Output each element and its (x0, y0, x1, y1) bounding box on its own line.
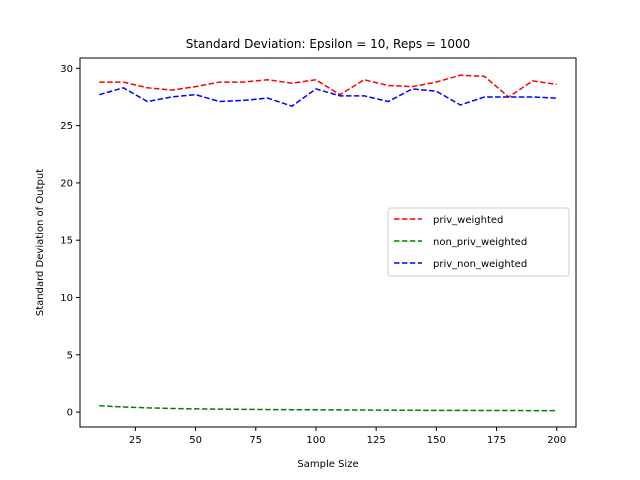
y-tick-label: 25 (60, 121, 73, 132)
x-axis-label: Sample Size (297, 459, 358, 470)
x-tick-label: 150 (427, 435, 446, 446)
y-tick-label: 0 (67, 408, 73, 419)
y-tick-label: 20 (60, 178, 73, 189)
legend-label: priv_non_weighted (433, 259, 527, 270)
y-tick-label: 10 (60, 293, 73, 304)
y-tick-label: 15 (60, 236, 73, 247)
plot-frame (79, 57, 577, 428)
x-tick-label: 100 (306, 435, 325, 446)
x-tick-label: 75 (249, 435, 262, 446)
legend: priv_weighted non_priv_weighted priv_non_w… (387, 207, 570, 277)
y-tick-label: 5 (67, 350, 73, 361)
legend-label: non_priv_weighted (433, 237, 527, 248)
x-tick-label: 50 (189, 435, 202, 446)
legend-box (387, 207, 570, 277)
chart-title: Standard Deviation: Epsilon = 10, Reps =… (186, 37, 471, 51)
x-tick-label: 175 (487, 435, 506, 446)
x-tick-label: 25 (129, 435, 142, 446)
y-axis-label: Standard Deviation of Output (35, 169, 46, 316)
y-tick-label: 30 (60, 64, 73, 75)
x-tick-label: 200 (547, 435, 566, 446)
series-line-priv-weighted (99, 74, 557, 98)
series-line-priv-non-weighted (99, 86, 557, 107)
legend-label: priv_weighted (433, 215, 503, 226)
series-line-non-priv-weighted (99, 405, 557, 412)
plot-area (99, 74, 557, 412)
x-tick-label: 125 (367, 435, 386, 446)
